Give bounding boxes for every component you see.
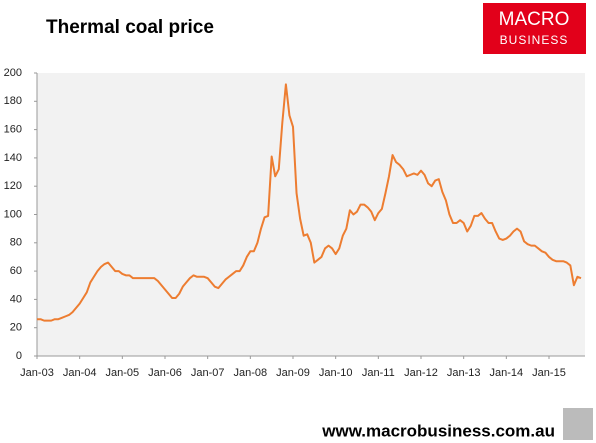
wolf-icon [563,408,593,440]
x-tick-label: Jan-15 [532,367,566,379]
chart-title: Thermal coal price [46,17,214,38]
x-tick-label: Jan-11 [362,367,395,379]
logo-text: MACRO [499,9,570,30]
y-tick-label: 0 [16,350,22,362]
y-tick-label: 200 [4,67,22,79]
logo-box [483,3,586,54]
x-tick-label: Jan-08 [234,367,268,379]
x-tick-label: Jan-10 [319,367,353,379]
x-tick-label: Jan-07 [191,367,225,379]
x-tick-label: Jan-04 [63,367,97,379]
x-tick-label: Jan-03 [20,367,54,379]
x-tick-label: Jan-14 [490,367,524,379]
y-tick-label: 20 [10,322,22,334]
y-tick-label: 140 [4,152,22,164]
y-tick-label: 60 [10,265,22,277]
y-tick-label: 180 [4,95,22,107]
x-tick-label: Jan-05 [106,367,140,379]
y-tick-label: 100 [4,208,22,220]
x-tick-label: Jan-06 [148,367,182,379]
y-tick-label: 40 [10,293,22,305]
y-tick-label: 120 [4,180,22,192]
x-tick-label: Jan-12 [404,367,438,379]
footer: www.macrobusiness.com.au [321,421,555,440]
logo-text: BUSINESS [500,33,569,47]
y-tick-label: 160 [4,124,22,136]
y-tick-label: 80 [10,237,22,249]
price-line [37,83,582,322]
x-tick-label: Jan-13 [447,367,481,379]
plot-area [37,73,585,356]
x-tick-label: Jan-09 [276,367,310,379]
